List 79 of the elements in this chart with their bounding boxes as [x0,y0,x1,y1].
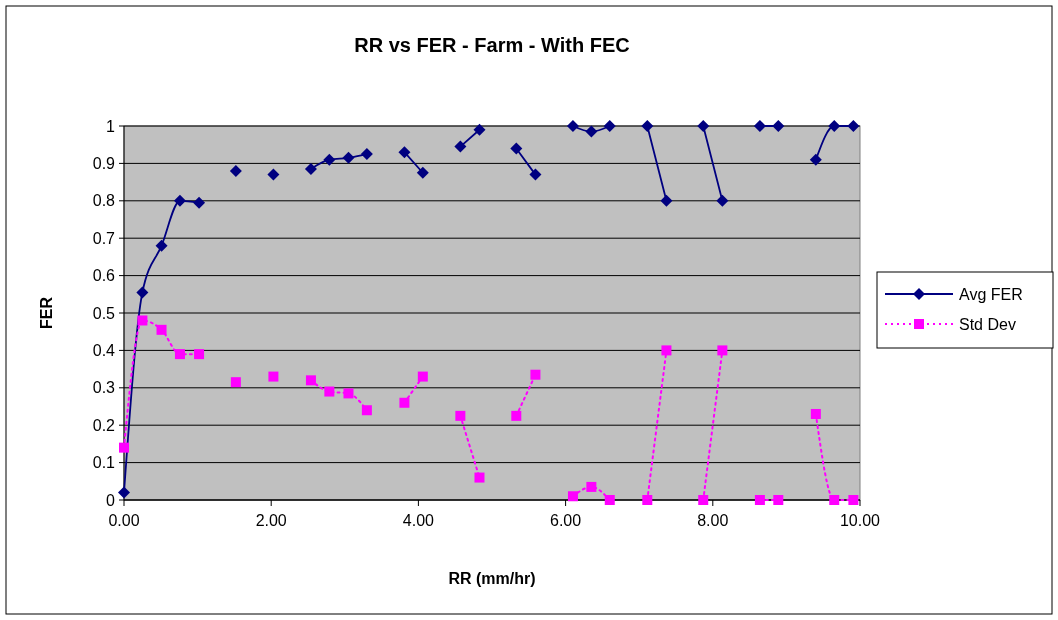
point [229,164,242,177]
point [361,405,372,416]
point [342,151,355,164]
point [267,168,280,181]
point [323,153,336,166]
point [604,495,615,505]
x-tick-label: 6.00 [550,512,582,529]
y-tick-label: 0.1 [92,454,116,472]
point [194,349,205,360]
point [416,166,429,179]
point [772,120,785,132]
point [510,142,523,155]
point [230,377,241,388]
point [174,349,185,360]
point [661,345,672,356]
point [660,194,673,207]
x-tick-label: 10.00 [839,512,881,529]
point [155,239,168,252]
y-tick-label: 0.4 [92,342,116,359]
point [474,472,485,483]
point [343,388,354,399]
point [828,120,841,132]
point [847,120,860,132]
x-tick-label: 8.00 [697,512,729,529]
point [360,148,373,161]
point [716,194,729,207]
point [455,410,466,421]
point [304,163,317,176]
chart-title: RR vs FER - Farm - With FEC [354,34,630,56]
point [810,408,821,419]
point [829,495,840,505]
legend-label: Std Dev [959,315,1016,333]
point [698,495,709,505]
point [268,371,279,382]
point [399,397,410,408]
point [717,345,728,356]
point [454,140,467,153]
y-tick-label: 0.7 [92,229,116,247]
point [305,375,316,386]
y-tick-label: 0.2 [92,416,116,434]
point [641,120,654,132]
y-tick-label: 0.6 [92,267,116,285]
legend-label: Avg FER [959,285,1023,303]
point [697,120,710,132]
y-tick-label: 0.9 [92,155,116,172]
point [511,410,522,421]
y-axis-title: FER [38,296,55,329]
point [417,371,428,382]
point [173,194,186,207]
point [566,120,579,132]
point [136,286,149,299]
x-tick-label: 0.00 [108,512,140,529]
point [809,153,822,166]
point [193,196,206,209]
point [754,495,765,505]
point [156,324,167,335]
x-tick-label: 4.00 [402,512,435,529]
point [119,442,129,453]
point [137,315,148,326]
point [398,146,411,159]
point [753,120,766,132]
point [530,369,541,380]
point [642,495,653,505]
point [773,495,784,505]
point [585,125,598,138]
y-tick-label: 1 [106,117,116,135]
x-axis-title: RR (mm/hr) [448,570,536,587]
y-tick-label: 0.5 [92,304,116,322]
x-tick-label: 2.00 [255,512,287,529]
point [567,491,578,502]
point [603,120,616,132]
point [324,386,335,397]
point [473,123,486,136]
point [529,168,542,181]
point [118,486,130,499]
y-tick-label: 0 [106,491,116,509]
y-tick-label: 0.3 [92,379,116,397]
point [586,481,597,492]
y-tick-label: 0.8 [92,192,116,210]
